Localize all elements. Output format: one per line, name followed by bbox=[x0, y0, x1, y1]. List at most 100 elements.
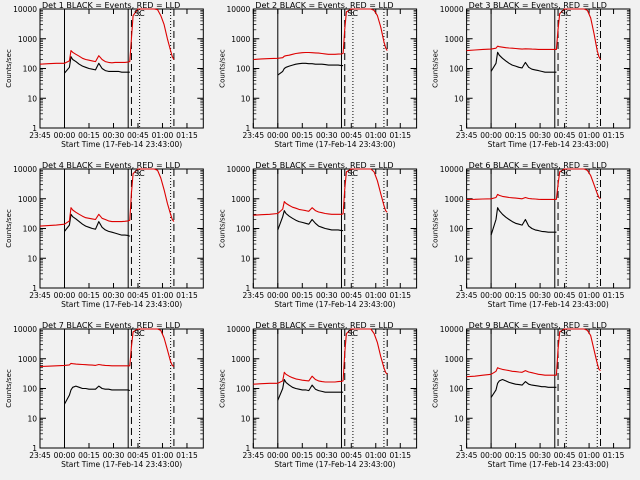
panel-det-7: 1 10 100 1000 10000 23:45 00:00 00:15 00:30 00:45… bbox=[5, 321, 204, 469]
x-tick-label: 00:15 bbox=[505, 131, 527, 140]
x-tick-label: 01:00 bbox=[152, 451, 174, 460]
series-events bbox=[64, 213, 131, 237]
x-axis-label: Start Time (17-Feb-14 23:43:00) bbox=[61, 140, 182, 149]
x-tick-label: 01:15 bbox=[176, 451, 198, 460]
y-tick-label: 10 bbox=[241, 254, 251, 263]
x-tick-label: 00:30 bbox=[103, 131, 125, 140]
x-tick-label: 23:45 bbox=[29, 451, 51, 460]
y-tick-label: 10000 bbox=[13, 165, 37, 174]
x-tick-label: 23:45 bbox=[456, 451, 478, 460]
x-tick-label: 00:15 bbox=[505, 451, 527, 460]
x-tick-label: 00:15 bbox=[291, 291, 313, 300]
y-axis-label: Counts/sec bbox=[432, 209, 440, 248]
x-axis-label: Start Time (17-Feb-14 23:43:00) bbox=[274, 140, 395, 149]
y-tick-label: 10 bbox=[27, 254, 37, 263]
x-axis-label: Start Time (17-Feb-14 23:43:00) bbox=[61, 460, 182, 469]
x-tick-label: 23:45 bbox=[242, 451, 264, 460]
series-lld bbox=[253, 168, 388, 216]
sc-annotation: SC bbox=[134, 169, 145, 178]
x-tick-label: 00:00 bbox=[480, 451, 502, 460]
y-tick-label: 10 bbox=[27, 414, 37, 423]
y-tick-label: 1000 bbox=[231, 35, 250, 44]
panel-title: Det 2 BLACK = Events, RED = LLD bbox=[255, 1, 393, 10]
x-tick-label: 00:30 bbox=[103, 451, 125, 460]
panel-det-6: 1 10 100 1000 10000 23:45 00:00 00:15 00:30 00:45… bbox=[432, 161, 631, 309]
y-tick-label: 100 bbox=[236, 65, 251, 74]
x-tick-label: 23:45 bbox=[456, 131, 478, 140]
y-tick-label: 1000 bbox=[18, 35, 37, 44]
sc-annotation: SC bbox=[347, 9, 358, 18]
y-tick-label: 1 bbox=[32, 124, 37, 133]
y-tick-label: 10000 bbox=[13, 5, 37, 14]
y-tick-label: 10000 bbox=[226, 325, 250, 334]
y-tick-label: 1 bbox=[246, 444, 251, 453]
x-axis-label: Start Time (17-Feb-14 23:43:00) bbox=[488, 140, 609, 149]
panel-title: Det 9 BLACK = Events, RED = LLD bbox=[469, 321, 607, 330]
x-tick-label: 00:15 bbox=[291, 131, 313, 140]
x-tick-label: 01:15 bbox=[603, 451, 625, 460]
x-tick-label: 00:00 bbox=[480, 131, 502, 140]
x-tick-label: 00:15 bbox=[78, 131, 100, 140]
series-events bbox=[277, 62, 344, 76]
sc-annotation: SC bbox=[561, 169, 572, 178]
x-tick-label: 01:15 bbox=[603, 291, 625, 300]
y-tick-label: 10 bbox=[454, 254, 464, 263]
panel-title: Det 6 BLACK = Events, RED = LLD bbox=[469, 161, 607, 170]
x-tick-label: 00:30 bbox=[529, 451, 551, 460]
x-tick-label: 00:30 bbox=[316, 451, 338, 460]
y-tick-label: 1 bbox=[459, 284, 464, 293]
y-tick-label: 10 bbox=[27, 94, 37, 103]
x-tick-label: 00:30 bbox=[529, 131, 551, 140]
y-tick-label: 1 bbox=[459, 124, 464, 133]
x-tick-label: 00:45 bbox=[554, 451, 576, 460]
x-tick-label: 01:15 bbox=[176, 291, 198, 300]
series-lld bbox=[253, 8, 388, 61]
panel-title: Det 3 BLACK = Events, RED = LLD bbox=[469, 1, 607, 10]
x-tick-label: 00:00 bbox=[267, 131, 289, 140]
x-tick-label: 01:00 bbox=[152, 131, 174, 140]
y-tick-label: 10000 bbox=[440, 165, 464, 174]
y-tick-label: 10 bbox=[454, 94, 464, 103]
x-tick-label: 00:15 bbox=[78, 451, 100, 460]
y-tick-label: 10 bbox=[454, 414, 464, 423]
panel-title: Det 8 BLACK = Events, RED = LLD bbox=[255, 321, 393, 330]
series-lld bbox=[253, 328, 388, 385]
series-lld bbox=[466, 8, 601, 60]
y-tick-label: 10 bbox=[241, 94, 251, 103]
x-axis-label: Start Time (17-Feb-14 23:43:00) bbox=[274, 460, 395, 469]
y-tick-label: 100 bbox=[23, 385, 38, 394]
series-events bbox=[64, 56, 130, 74]
x-tick-label: 23:45 bbox=[242, 291, 264, 300]
y-tick-label: 10000 bbox=[440, 5, 464, 14]
x-tick-label: 00:45 bbox=[340, 451, 362, 460]
x-tick-label: 01:00 bbox=[152, 291, 174, 300]
x-tick-label: 00:30 bbox=[103, 291, 125, 300]
x-tick-label: 01:00 bbox=[578, 451, 600, 460]
y-axis-label: Counts/sec bbox=[5, 49, 13, 88]
panel-det-5: 1 10 100 1000 10000 23:45 00:00 00:15 00:30 00:45… bbox=[218, 161, 418, 309]
y-tick-label: 1000 bbox=[231, 355, 250, 364]
series-lld bbox=[39, 328, 175, 368]
x-tick-label: 00:30 bbox=[316, 131, 338, 140]
y-tick-label: 100 bbox=[449, 65, 464, 74]
x-tick-label: 01:15 bbox=[389, 291, 411, 300]
series-lld bbox=[466, 328, 601, 378]
panel-det-9: 1 10 100 1000 10000 23:45 00:00 00:15 00:30 00:45… bbox=[432, 321, 631, 469]
y-tick-label: 1000 bbox=[445, 35, 464, 44]
y-tick-label: 100 bbox=[449, 225, 464, 234]
x-tick-label: 00:00 bbox=[267, 291, 289, 300]
y-axis-label: Counts/sec bbox=[5, 369, 13, 408]
y-tick-label: 100 bbox=[236, 385, 251, 394]
panel-det-3: 1 10 100 1000 10000 23:45 00:00 00:15 00:30 00:45… bbox=[432, 1, 631, 149]
y-tick-label: 1000 bbox=[18, 195, 37, 204]
y-tick-label: 1 bbox=[246, 124, 251, 133]
sc-annotation: SC bbox=[134, 329, 145, 338]
panel-det-1: 1 10 100 1000 10000 23:45 00:00 00:15 00:30 00:45… bbox=[5, 1, 204, 149]
panel-det-4: 1 10 100 1000 10000 23:45 00:00 00:15 00:30 00:45… bbox=[5, 161, 204, 309]
panel-title: Det 1 BLACK = Events, RED = LLD bbox=[42, 1, 180, 10]
y-axis-label: Counts/sec bbox=[218, 369, 226, 408]
x-tick-label: 00:45 bbox=[340, 291, 362, 300]
series-lld bbox=[39, 168, 175, 227]
y-tick-label: 100 bbox=[449, 385, 464, 394]
